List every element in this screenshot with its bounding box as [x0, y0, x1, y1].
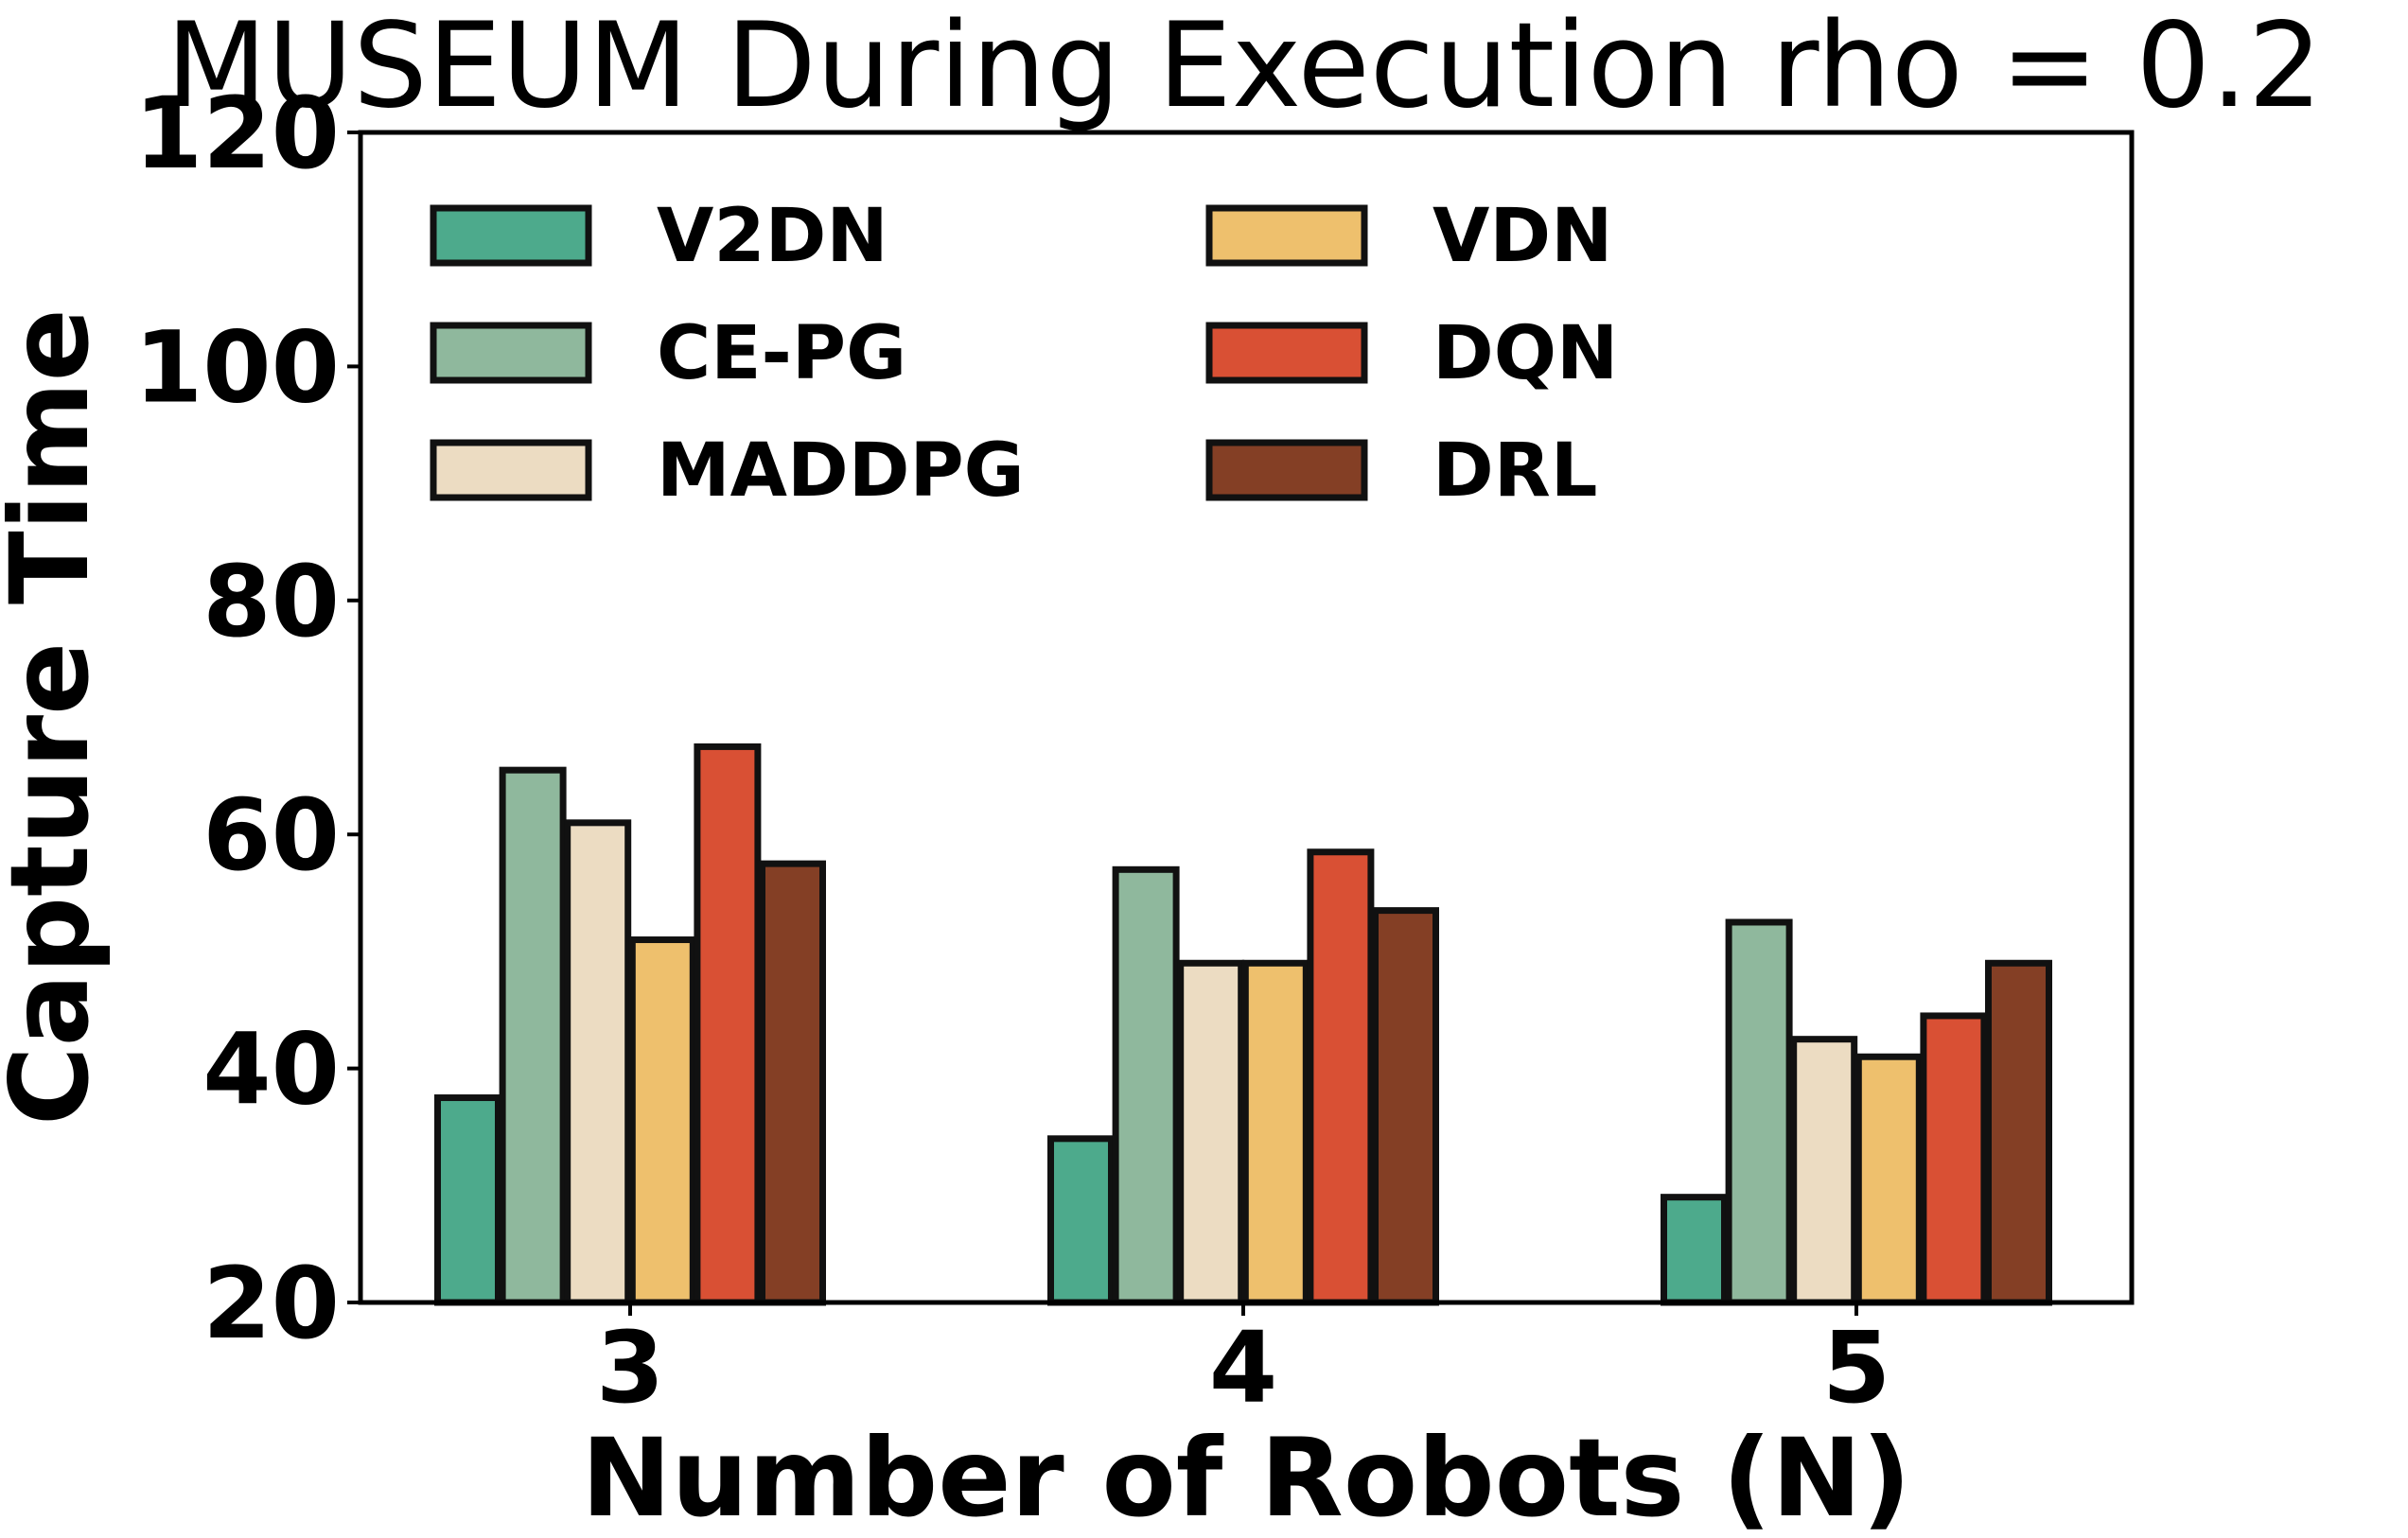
- y-axis-ticks: 20 40 60 80 100 120: [134, 76, 360, 1361]
- legend-item-v2dn: V2DN: [430, 194, 888, 279]
- bars-group: [434, 743, 2052, 1306]
- x-tick-label: 5: [1822, 1310, 1890, 1425]
- bar-ce-pg-n4: [1112, 865, 1180, 1306]
- legend-item-dqn: DQN: [1205, 311, 1618, 396]
- y-tick-label: 60: [202, 778, 340, 893]
- x-axis-ticks: 3 4 5: [596, 1302, 1890, 1425]
- bar-ce-pg-n5: [1725, 918, 1793, 1306]
- bar-maddpg-n5: [1790, 1036, 1858, 1306]
- y-axis-label: Capture Time: [0, 308, 113, 1126]
- bar-v2dn-n3: [434, 1094, 501, 1306]
- legend-item-maddpg: MADDPG: [430, 428, 1025, 514]
- bar-dqn-n4: [1307, 848, 1375, 1306]
- x-tick-label: 4: [1209, 1310, 1277, 1425]
- chart-title: MUSEUM During Execution rho = 0.2: [166, 0, 2322, 134]
- legend-swatch: [1205, 439, 1368, 501]
- legend-label: MADDPG: [657, 428, 1025, 514]
- y-tick-label: 40: [202, 1012, 340, 1127]
- bar-vdn-n4: [1241, 959, 1309, 1306]
- bar-vdn-n5: [1854, 1053, 1923, 1306]
- legend-label: VDN: [1432, 194, 1612, 279]
- bar-vdn-n3: [628, 936, 696, 1306]
- x-axis-label: Number of Robots (N): [581, 1415, 1910, 1538]
- plot-frame: [358, 130, 2135, 1305]
- bar-maddpg-n4: [1177, 959, 1245, 1306]
- legend-swatch: [430, 439, 592, 501]
- bar-drl-n3: [759, 860, 826, 1306]
- legend-item-vdn: VDN: [1205, 194, 1612, 279]
- legend-item-drl: DRL: [1205, 428, 1598, 514]
- legend-label: CE-PG: [657, 311, 906, 396]
- legend-item-ce-pg: CE-PG: [430, 311, 906, 396]
- bar-dqn-n3: [694, 743, 762, 1306]
- bar-v2dn-n5: [1661, 1194, 1728, 1306]
- bar-ce-pg-n3: [499, 766, 567, 1306]
- bar-drl-n5: [1985, 959, 2052, 1306]
- y-tick-label: 80: [202, 544, 340, 659]
- legend-label: DQN: [1432, 311, 1618, 396]
- y-tick-label: 120: [134, 76, 340, 191]
- legend-swatch: [430, 322, 592, 384]
- y-tick-label: 100: [134, 309, 340, 425]
- bar-drl-n4: [1372, 907, 1439, 1306]
- legend-swatch: [1205, 322, 1368, 384]
- x-tick-label: 3: [596, 1310, 664, 1425]
- bar-dqn-n5: [1920, 1012, 1988, 1306]
- y-tick-label: 20: [202, 1246, 340, 1361]
- legend-swatch: [1205, 204, 1368, 267]
- legend-label: DRL: [1432, 428, 1598, 514]
- bar-v2dn-n4: [1047, 1135, 1115, 1306]
- legend-label: V2DN: [657, 194, 888, 279]
- bar-maddpg-n3: [564, 819, 632, 1306]
- legend: V2DN CE-PG MADDPG VDN DQN DRL: [430, 194, 1618, 514]
- legend-swatch: [430, 204, 592, 267]
